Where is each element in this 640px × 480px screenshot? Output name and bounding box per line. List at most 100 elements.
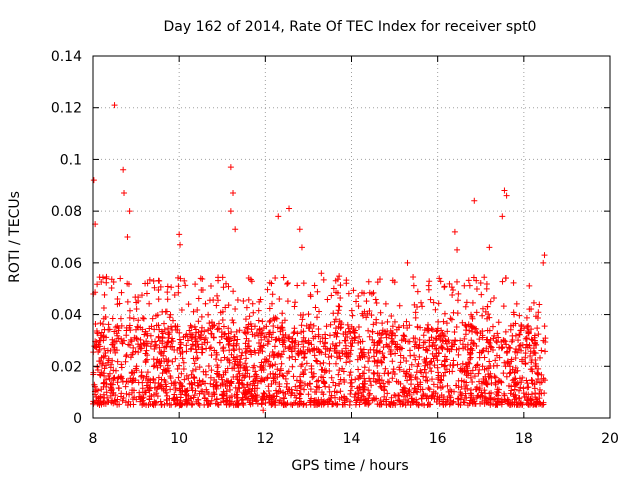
data-point (207, 380, 214, 387)
data-point (406, 387, 413, 394)
data-point (457, 396, 464, 403)
data-point (188, 402, 195, 409)
data-point (368, 382, 375, 389)
data-point (462, 385, 469, 392)
data-point (322, 383, 329, 390)
data-point (492, 379, 499, 386)
data-point (122, 358, 129, 365)
data-point (466, 282, 473, 289)
data-point (329, 341, 336, 348)
data-point (146, 396, 153, 403)
data-point (208, 352, 215, 359)
data-point (196, 377, 203, 384)
data-point (347, 387, 354, 394)
data-point (227, 208, 234, 215)
data-point (501, 187, 508, 194)
data-point (131, 334, 138, 341)
data-point (412, 314, 419, 321)
data-point (449, 343, 456, 350)
data-point (451, 329, 458, 336)
data-point (193, 349, 200, 356)
data-point (500, 303, 507, 310)
data-point (300, 311, 307, 318)
data-point (163, 358, 170, 365)
data-point (349, 339, 356, 346)
data-point (378, 359, 385, 366)
data-point (279, 331, 286, 338)
data-point (192, 281, 199, 288)
data-point (190, 308, 197, 315)
data-point (361, 375, 368, 382)
data-point (126, 314, 133, 321)
data-point (167, 373, 174, 380)
data-point (109, 357, 116, 364)
data-point (142, 280, 149, 287)
data-point (219, 316, 226, 323)
data-point (388, 313, 395, 320)
data-point (336, 353, 343, 360)
data-point (430, 388, 437, 395)
data-point (417, 324, 424, 331)
data-point (258, 375, 265, 382)
data-point (168, 338, 175, 345)
data-point (249, 300, 256, 307)
data-point (468, 337, 475, 344)
data-point (309, 374, 316, 381)
data-point (223, 393, 230, 400)
data-point (263, 358, 270, 365)
y-tick-label: 0 (73, 411, 82, 427)
data-point (279, 372, 286, 379)
data-point (177, 241, 184, 248)
data-point (370, 375, 377, 382)
data-point (535, 365, 542, 372)
data-point (214, 326, 221, 333)
data-point (126, 391, 133, 398)
data-point (365, 349, 372, 356)
data-point (374, 401, 381, 408)
data-point (241, 384, 248, 391)
data-point (492, 374, 499, 381)
data-point (471, 373, 478, 380)
data-point (479, 348, 486, 355)
data-point (276, 383, 283, 390)
data-point (360, 346, 367, 353)
data-point (361, 364, 368, 371)
data-point (232, 305, 239, 312)
data-point (162, 367, 169, 374)
data-point (313, 383, 320, 390)
data-point (195, 295, 202, 302)
data-point (214, 401, 221, 408)
data-point (250, 309, 257, 316)
data-point (431, 352, 438, 359)
data-point (461, 282, 468, 289)
data-point (291, 328, 298, 335)
data-point (442, 369, 449, 376)
data-point (313, 397, 320, 404)
data-point (239, 349, 246, 356)
data-point (258, 400, 265, 407)
data-point (438, 372, 445, 379)
data-point (416, 353, 423, 360)
data-point (140, 400, 147, 407)
data-point (413, 396, 420, 403)
data-point (372, 296, 379, 303)
data-point (284, 298, 291, 305)
axis-ticks (92, 55, 611, 419)
data-point (135, 317, 142, 324)
data-point (346, 358, 353, 365)
data-point (121, 190, 128, 197)
data-point (146, 300, 153, 307)
data-point (111, 102, 118, 109)
data-point (187, 395, 194, 402)
data-point (292, 356, 299, 363)
data-point (305, 340, 312, 347)
data-point (348, 376, 355, 383)
data-point (305, 391, 312, 398)
data-point (466, 360, 473, 367)
data-point (191, 375, 198, 382)
data-point (479, 393, 486, 400)
data-point (278, 324, 285, 331)
data-point (242, 367, 249, 374)
data-point (242, 372, 249, 379)
data-point (288, 338, 295, 345)
